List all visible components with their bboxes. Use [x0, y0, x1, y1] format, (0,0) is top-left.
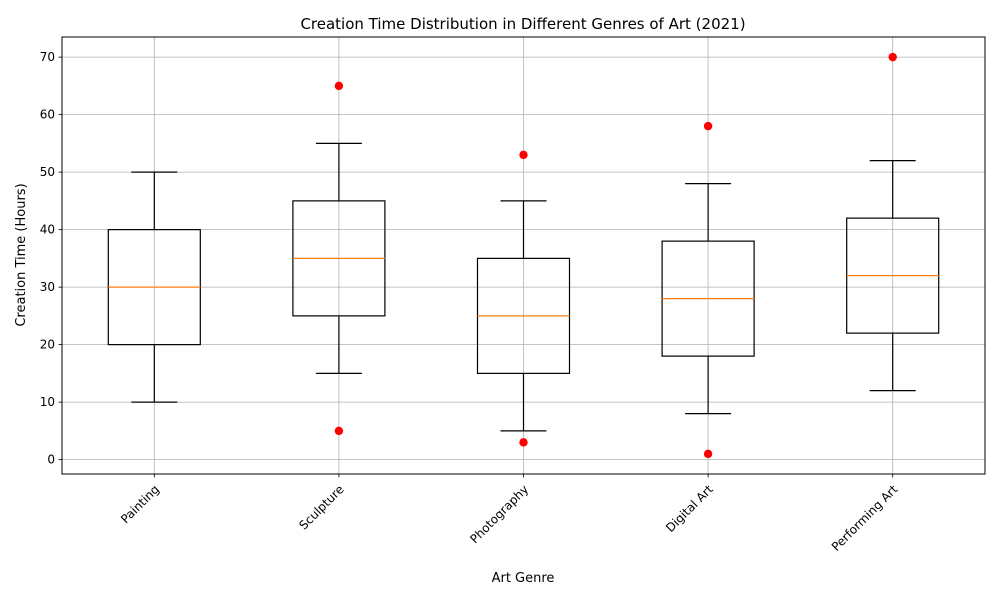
outlier-point [888, 52, 897, 62]
x-tick-label: Sculpture [296, 482, 346, 532]
data-layer [107, 52, 940, 459]
box-group [107, 171, 201, 403]
y-tick-label: 30 [40, 280, 55, 294]
y-tick-label: 70 [40, 50, 55, 64]
outlier-point [703, 121, 713, 131]
x-axis-label: Art Genre [492, 571, 555, 586]
outlier-point [334, 81, 344, 91]
x-tick-label: Painting [118, 482, 162, 526]
x-tick-label: Digital Art [663, 482, 716, 535]
box-group [661, 121, 755, 459]
y-tick-label: 10 [40, 395, 55, 409]
y-tick-label: 50 [40, 165, 55, 179]
plot-frame [61, 36, 986, 475]
y-axis-label: Creation Time (Hours) [14, 183, 29, 326]
outlier-point [334, 426, 344, 436]
y-tick-label: 20 [40, 338, 55, 352]
outlier-point [703, 449, 713, 459]
y-tick-label: 40 [40, 223, 55, 237]
outlier-point [519, 438, 528, 447]
box-group [476, 150, 571, 447]
x-tick-label: Performing Art [829, 482, 901, 554]
outlier-point [519, 150, 528, 160]
box-group [292, 81, 386, 436]
x-tick-label: Photography [467, 482, 531, 546]
y-tick-label: 0 [47, 453, 55, 467]
chart-title: Creation Time Distribution in Different … [300, 15, 745, 33]
box-group [846, 52, 940, 392]
y-tick-label: 60 [40, 108, 55, 122]
